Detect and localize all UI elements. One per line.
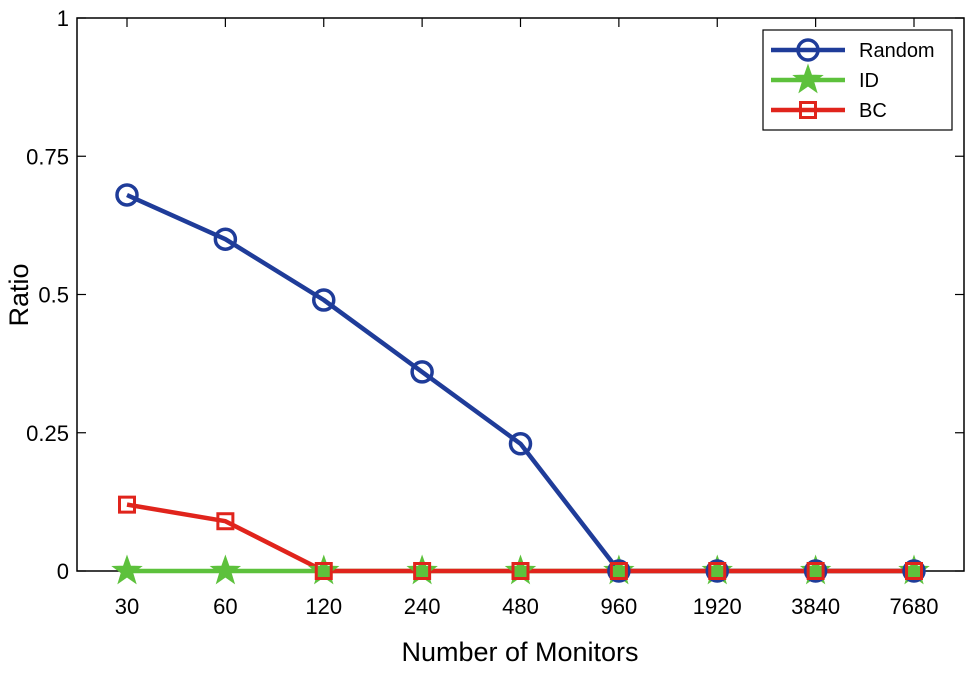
- data-point-bc: [806, 562, 825, 580]
- series-markers-random: [115, 183, 926, 583]
- x-tick-label: 480: [502, 594, 539, 619]
- data-point-bc: [511, 562, 530, 580]
- x-tick-label: 120: [305, 594, 342, 619]
- data-point-random: [508, 432, 533, 456]
- data-point-bc: [118, 495, 136, 514]
- x-tick-label: 1920: [693, 594, 742, 619]
- y-tick-label: 0.75: [26, 144, 69, 169]
- x-tick-label: 60: [213, 594, 237, 619]
- data-point-bc: [413, 562, 432, 580]
- legend-label-id: ID: [859, 70, 879, 92]
- series-layer: [111, 183, 930, 585]
- legend-label-bc: BC: [859, 100, 887, 122]
- x-tick-label: 30: [115, 594, 139, 619]
- data-point-random: [803, 559, 828, 583]
- data-point-random: [902, 559, 926, 583]
- series-markers-bc: [118, 495, 923, 580]
- x-tick-label: 7680: [890, 594, 939, 619]
- y-axis: 0 0.25 0.5 0.75 1: [26, 6, 964, 584]
- data-point-random: [312, 288, 336, 312]
- legend: Random ID BC: [762, 29, 953, 131]
- x-tick-label: 960: [601, 594, 638, 619]
- legend-marker-bc: [799, 101, 817, 119]
- data-point-random: [213, 227, 238, 251]
- data-point-bc: [609, 562, 628, 580]
- y-tick-label: 0.5: [38, 283, 69, 308]
- y-tick-label: 0.25: [26, 421, 69, 446]
- x-axis-label: Number of Monitors: [401, 637, 638, 667]
- legend-marker-random: [796, 38, 820, 62]
- y-axis-label: Ratio: [4, 263, 34, 326]
- y-tick-label: 0: [57, 559, 69, 584]
- data-point-random: [410, 360, 434, 384]
- data-point-random: [705, 559, 729, 583]
- data-point-bc: [314, 562, 333, 580]
- x-axis: 30 60 120 240 480 960 1920 3840 7680: [115, 18, 939, 619]
- data-point-id: [209, 554, 242, 585]
- x-tick-label: 3840: [791, 594, 840, 619]
- legend-marker-id: [792, 63, 824, 94]
- legend-label-random: Random: [859, 40, 935, 62]
- data-point-random: [115, 183, 139, 207]
- data-point-bc: [708, 562, 727, 580]
- data-point-random: [607, 559, 631, 583]
- y-tick-label: 1: [57, 6, 69, 31]
- data-point-bc: [905, 562, 923, 580]
- x-tick-label: 240: [404, 594, 441, 619]
- data-point-id: [111, 554, 143, 585]
- data-point-bc: [216, 512, 235, 531]
